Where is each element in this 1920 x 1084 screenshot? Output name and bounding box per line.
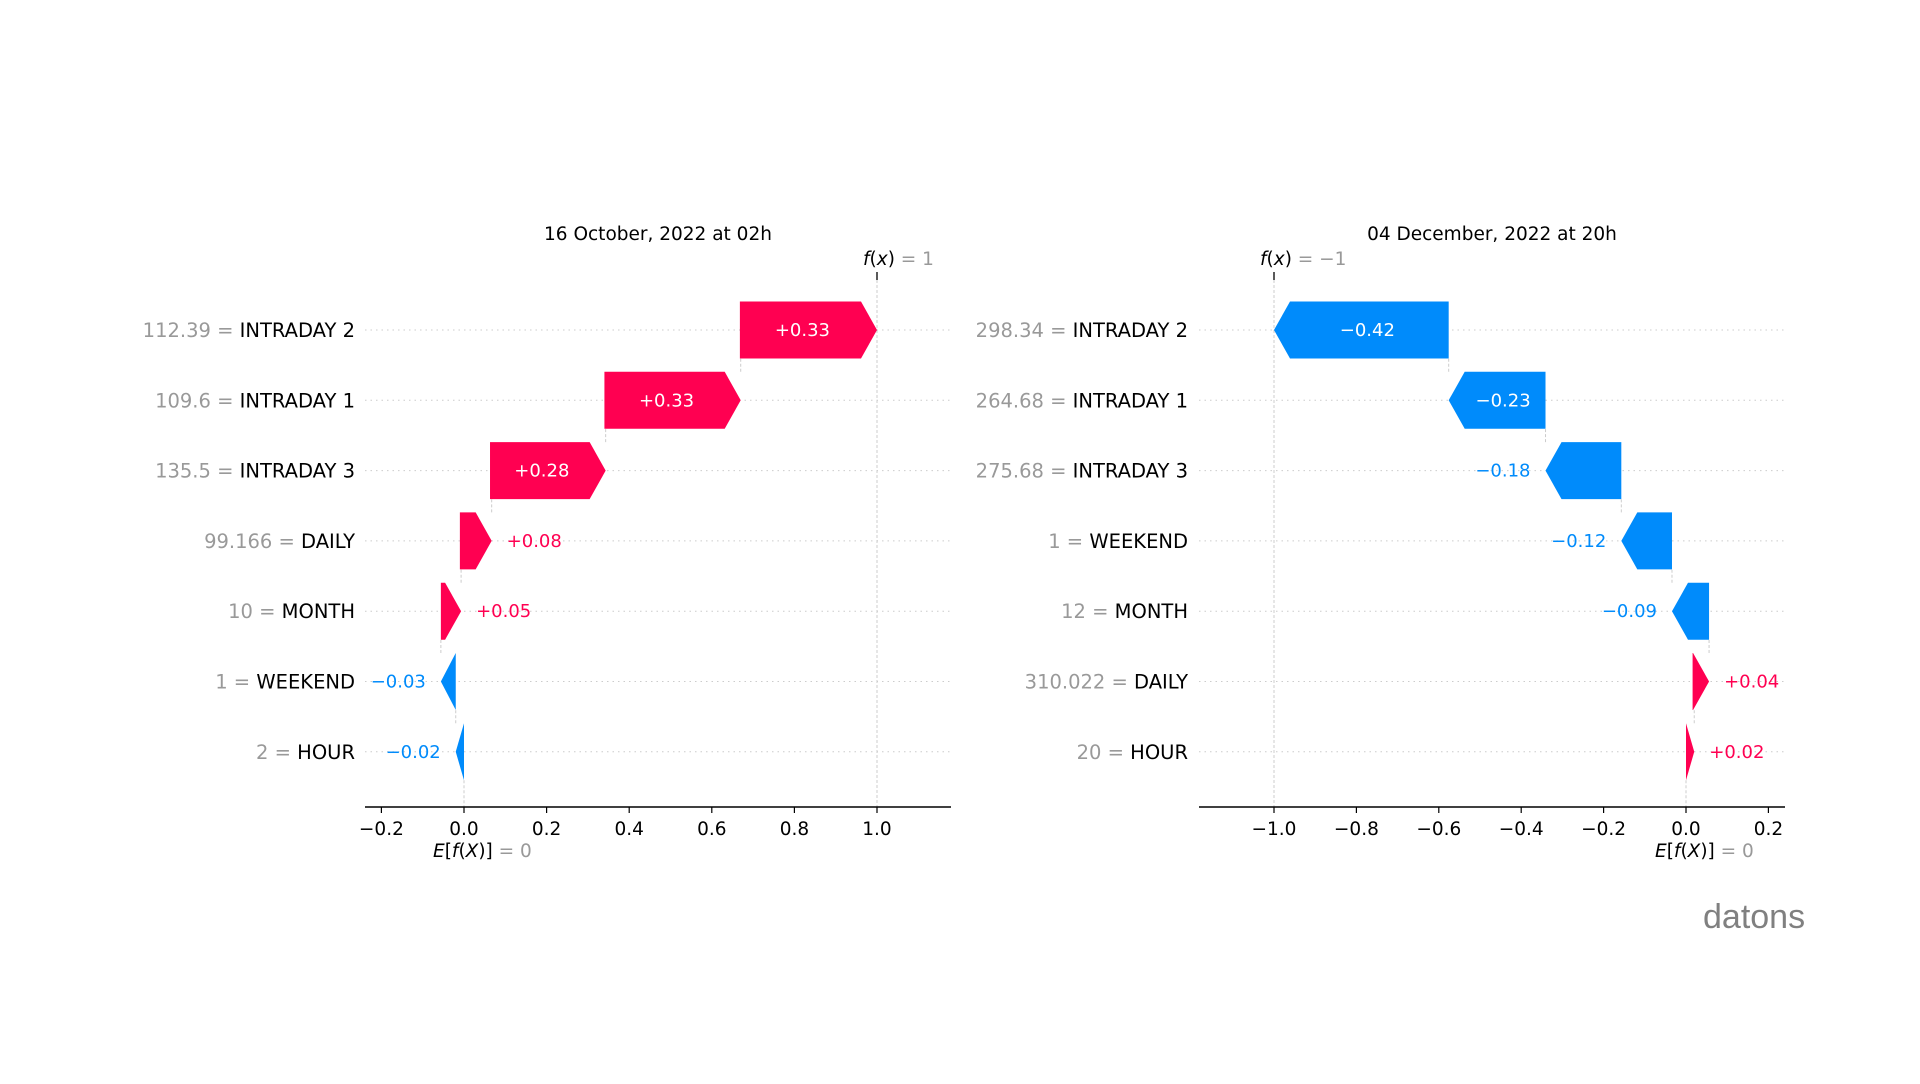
feature-label: 264.68 = INTRADAY 1 bbox=[976, 389, 1188, 412]
shap-bar-intraday-2 bbox=[1274, 301, 1449, 359]
shap-value-label: +0.08 bbox=[507, 531, 562, 552]
feature-label: 1 = WEEKEND bbox=[1048, 530, 1188, 553]
shap-bar-hour bbox=[1686, 723, 1695, 781]
shap-value-label: +0.02 bbox=[1709, 742, 1764, 763]
shap-value-label: +0.04 bbox=[1724, 672, 1779, 693]
x-tick-label: −0.6 bbox=[1416, 819, 1461, 840]
shap-value-label: −0.23 bbox=[1476, 390, 1531, 411]
feature-label: 1 = WEEKEND bbox=[215, 671, 355, 694]
shap-bar-daily bbox=[1692, 653, 1710, 710]
shap-value-label: +0.33 bbox=[639, 390, 694, 411]
x-tick-label: −0.4 bbox=[1499, 819, 1544, 840]
base-value-label: E[f(X)] = 0 bbox=[433, 841, 532, 862]
shap-value-label: −0.02 bbox=[386, 742, 441, 763]
shap-bar-hour bbox=[455, 723, 464, 781]
x-tick-label: 0.0 bbox=[1671, 819, 1700, 840]
shap-bar-intraday-3 bbox=[490, 442, 606, 500]
base-value-label: E[f(X)] = 0 bbox=[1655, 841, 1754, 862]
shap-bar-weekend bbox=[440, 653, 456, 710]
feature-label: 20 = HOUR bbox=[1077, 741, 1188, 764]
x-tick-label: 0.4 bbox=[614, 819, 643, 840]
shap-value-label: +0.05 bbox=[476, 601, 531, 622]
feature-label: 298.34 = INTRADAY 2 bbox=[976, 319, 1188, 342]
feature-label: 99.166 = DAILY bbox=[204, 530, 355, 553]
brand-logo: datons bbox=[1703, 898, 1806, 936]
x-tick-label: −0.8 bbox=[1334, 819, 1379, 840]
x-tick-label: 0.2 bbox=[1754, 819, 1783, 840]
x-tick-label: 1.0 bbox=[862, 819, 891, 840]
shap-bar-intraday-1 bbox=[604, 371, 741, 429]
x-tick-label: −0.2 bbox=[359, 819, 404, 840]
output-value-label: f(x) = −1 bbox=[1260, 249, 1346, 270]
x-tick-label: −0.2 bbox=[1581, 819, 1626, 840]
shap-value-label: +0.33 bbox=[775, 320, 830, 341]
feature-label: 135.5 = INTRADAY 3 bbox=[155, 460, 355, 483]
x-tick-label: 0.2 bbox=[532, 819, 561, 840]
feature-label: 112.39 = INTRADAY 2 bbox=[143, 319, 355, 342]
chart-title: 16 October, 2022 at 02h bbox=[544, 224, 772, 245]
shap-value-label: −0.09 bbox=[1602, 601, 1657, 622]
x-tick-label: 0.0 bbox=[449, 819, 478, 840]
chart-title: 04 December, 2022 at 20h bbox=[1367, 224, 1617, 245]
feature-label: 10 = MONTH bbox=[228, 600, 355, 623]
feature-label: 2 = HOUR bbox=[256, 741, 355, 764]
shap-bar-weekend bbox=[1621, 512, 1672, 570]
shap-value-label: −0.18 bbox=[1475, 461, 1530, 482]
feature-label: 109.6 = INTRADAY 1 bbox=[155, 389, 355, 412]
feature-label: 310.022 = DAILY bbox=[1025, 671, 1188, 694]
shap-value-label: +0.28 bbox=[514, 461, 569, 482]
shap-bar-daily bbox=[459, 512, 492, 570]
waterfall-chart-2: 04 December, 2022 at 20h f(x) = −1 −0.42 29… bbox=[976, 224, 1785, 862]
output-value-label: f(x) = 1 bbox=[863, 249, 934, 270]
shap-bar-intraday-2 bbox=[739, 301, 877, 359]
x-tick-label: 0.6 bbox=[697, 819, 726, 840]
shap-bar-month bbox=[440, 582, 462, 640]
waterfall-chart-1: 16 October, 2022 at 02h f(x) = 1 +0.33 112.… bbox=[143, 224, 951, 862]
shap-bar-intraday-3 bbox=[1545, 442, 1622, 500]
feature-label: 12 = MONTH bbox=[1061, 600, 1188, 623]
shap-bar-month bbox=[1671, 582, 1710, 640]
shap-value-label: −0.03 bbox=[371, 672, 426, 693]
shap-bar-intraday-1 bbox=[1448, 371, 1546, 429]
x-tick-label: 0.8 bbox=[780, 819, 809, 840]
x-tick-label: −1.0 bbox=[1252, 819, 1297, 840]
shap-value-label: −0.42 bbox=[1340, 320, 1395, 341]
feature-label: 275.68 = INTRADAY 3 bbox=[976, 460, 1188, 483]
shap-value-label: −0.12 bbox=[1551, 531, 1606, 552]
